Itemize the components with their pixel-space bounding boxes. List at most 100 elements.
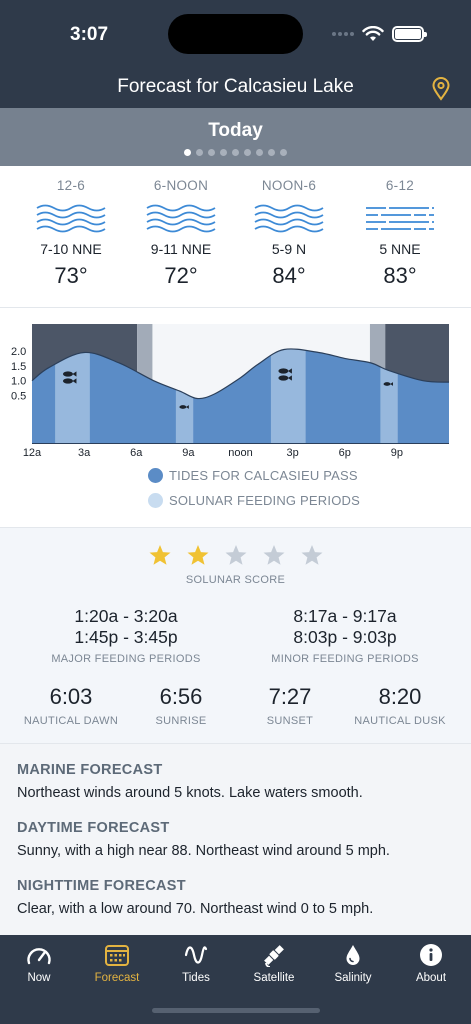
legend-tides-swatch [148, 468, 163, 483]
tab-tides-label: Tides [182, 972, 210, 984]
calendar-icon [105, 945, 129, 966]
legend-solunar: SOLUNAR FEEDING PERIODS [148, 493, 360, 508]
sunrise-time: 6:56 [159, 684, 203, 709]
tab-satellite[interactable]: Satellite [235, 943, 313, 984]
wind-speed: 7-10 NNE [40, 241, 102, 257]
minor-label: MINOR FEEDING PERIODS [271, 653, 419, 665]
period-label: 12-6 [56, 178, 86, 193]
waves-icon [366, 207, 434, 230]
solunar-score-stars [148, 544, 324, 567]
solunar-score-label: SOLUNAR SCORE [185, 574, 286, 586]
page-dot[interactable] [244, 149, 251, 156]
waves-icon [36, 204, 106, 233]
major-fish-icon [278, 368, 292, 381]
cellular-signal-icon [332, 32, 354, 36]
status-icons [332, 24, 427, 44]
gauge-icon [27, 948, 51, 965]
minor-time-1: 8:17a - 9:17a [293, 606, 397, 626]
y-tick-label: 2.0 [11, 346, 26, 358]
temperature: 72° [164, 263, 198, 288]
page-dot[interactable] [280, 149, 287, 156]
status-time: 3:07 [70, 24, 109, 45]
forecast-period: 6-12 5 NNE 83° [345, 178, 455, 289]
star-filled-icon [149, 545, 171, 565]
battery-icon [392, 26, 427, 42]
tab-salinity-label: Salinity [334, 972, 372, 984]
solunar-card: SOLUNAR SCORE 1:20a - 3:20a 1:45p - 3:45… [0, 528, 471, 744]
page-dot[interactable] [220, 149, 227, 156]
star-filled-icon [187, 545, 209, 565]
marine-forecast-heading: MARINE FORECAST [17, 762, 163, 778]
star-empty-icon [301, 545, 323, 565]
sine-wave-icon [184, 946, 208, 964]
star-empty-icon [225, 545, 247, 565]
major-fish-icon [62, 371, 77, 384]
tab-salinity[interactable]: Salinity [314, 943, 392, 984]
forecast-period: 12-6 7-10 NNE 73° [16, 178, 126, 289]
page-dot[interactable] [256, 149, 263, 156]
tab-forecast[interactable]: Forecast [78, 943, 156, 984]
tab-now[interactable]: Now [0, 943, 78, 984]
period-forecast-card: 12-6 7-10 NNE 73° 6-NOON 9-11 NNE 72° NOON-6 5-… [0, 166, 471, 308]
sunset-label: SUNSET [266, 715, 314, 727]
x-tick-label: 6a [130, 447, 143, 459]
tab-about[interactable]: About [392, 943, 470, 984]
tab-tides[interactable]: Tides [157, 943, 235, 984]
nautical-dawn-time: 6:03 [49, 684, 93, 709]
sunset: 7:27 SUNSET [230, 684, 350, 727]
page-indicator[interactable] [0, 149, 471, 156]
y-tick-label: 0.5 [11, 391, 26, 403]
daytime-forecast: DAYTIME FORECAST Sunny, with a high near… [17, 820, 457, 859]
page-dot[interactable] [268, 149, 275, 156]
nautical-dusk-time: 8:20 [378, 684, 422, 709]
waves-icon [254, 204, 324, 233]
satellite-icon [264, 945, 284, 967]
dynamic-island [168, 14, 303, 54]
x-tick-label: 6p [339, 447, 351, 459]
major-time-2: 1:45p - 3:45p [74, 627, 178, 647]
x-tick-label: noon [228, 447, 252, 459]
nighttime-forecast: NIGHTTIME FORECAST Clear, with a low aro… [17, 878, 457, 917]
minor-fish-icon [179, 405, 189, 409]
water-drop-icon [346, 945, 360, 965]
major-feeding-band [55, 348, 90, 443]
y-tick-label: 1.5 [11, 361, 26, 373]
legend-solunar-label: SOLUNAR FEEDING PERIODS [169, 493, 360, 508]
major-feeding-band [270, 348, 306, 443]
nautical-dawn: 6:03 NAUTICAL DAWN [11, 684, 131, 727]
forecast-period: 6-NOON 9-11 NNE 72° [126, 178, 236, 289]
legend-tides: TIDES FOR CALCASIEU PASS [148, 468, 358, 483]
location-pin-icon[interactable] [431, 77, 451, 101]
legend-tides-label: TIDES FOR CALCASIEU PASS [169, 468, 358, 483]
marine-forecast-text: Northeast winds around 5 knots. Lake wat… [17, 785, 363, 801]
info-icon [420, 944, 442, 966]
x-tick-label: 12a [23, 447, 42, 459]
major-label: MAJOR FEEDING PERIODS [51, 653, 201, 665]
nighttime-forecast-text: Clear, with a low around 70. Northeast w… [17, 901, 374, 917]
wind-speed: 5 NNE [379, 241, 421, 257]
star-empty-icon [263, 545, 285, 565]
waves-icon [146, 204, 216, 233]
tide-line [31, 348, 450, 400]
wifi-icon [362, 26, 384, 41]
x-tick-label: 3a [78, 447, 91, 459]
wind-speed: 9-11 NNE [150, 241, 212, 257]
tab-satellite-label: Satellite [253, 972, 295, 984]
page-dot[interactable] [208, 149, 215, 156]
tab-forecast-label: Forecast [94, 972, 140, 984]
legend-solunar-swatch [148, 493, 163, 508]
page-dot[interactable] [196, 149, 203, 156]
nautical-dawn-label: NAUTICAL DAWN [23, 715, 119, 727]
day-selector[interactable]: Today [0, 108, 471, 166]
day-label: Today [208, 120, 263, 141]
temperature: 84° [272, 263, 306, 288]
wind-speed: 5-9 N [271, 241, 307, 257]
y-tick-label: 1.0 [11, 376, 26, 388]
page-dot[interactable] [232, 149, 239, 156]
nighttime-forecast-heading: NIGHTTIME FORECAST [17, 878, 186, 894]
major-time-1: 1:20a - 3:20a [74, 606, 178, 626]
page-title: Forecast for Calcasieu Lake [117, 76, 354, 97]
page-dot[interactable] [184, 149, 191, 156]
period-label: 6-12 [385, 178, 415, 193]
tide-chart[interactable]: 2.0 1.5 1.0 0.5 12a 3a 6a 9a noon 3p 6p 9p [0, 308, 471, 468]
